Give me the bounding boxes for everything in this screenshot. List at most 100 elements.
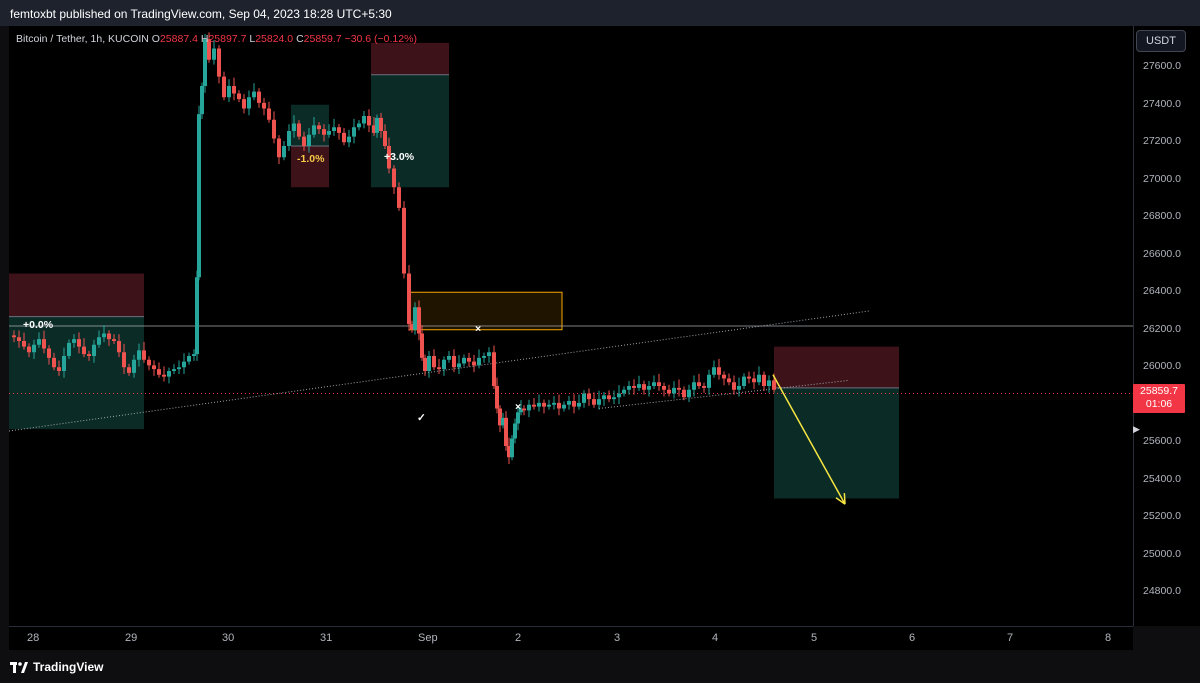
candle-body — [62, 356, 66, 371]
price-tick-label: 25600.0 — [1143, 435, 1181, 448]
candle-body — [177, 367, 181, 370]
time-tick-label: 3 — [614, 632, 621, 644]
candle-body — [272, 119, 276, 139]
candle-body — [762, 374, 766, 386]
candle-body — [567, 401, 571, 405]
candle-body — [387, 146, 391, 169]
open-value: 25887.4 — [159, 33, 198, 45]
time-tick-label: 2 — [515, 632, 522, 644]
candle-body — [52, 357, 56, 368]
candle-body — [417, 307, 421, 334]
high-label: H — [200, 33, 209, 45]
candle-body — [397, 187, 401, 208]
candle-body — [467, 357, 471, 362]
price-tick-label: 26200.0 — [1143, 322, 1181, 335]
candle-body — [742, 376, 746, 386]
tradingview-brand: TradingView — [33, 660, 104, 674]
candle-body — [522, 408, 526, 411]
candle-body — [212, 48, 216, 60]
annotation-check-mark: ✓ — [417, 412, 426, 424]
candle-body — [137, 350, 141, 360]
candle-body — [632, 386, 636, 388]
time-tick-label: 7 — [1007, 632, 1014, 644]
candle-body — [602, 395, 606, 400]
candle-body — [47, 348, 51, 358]
candle-body — [732, 382, 736, 390]
candle-body — [519, 408, 523, 413]
candle-body — [413, 307, 417, 330]
candle-body — [112, 339, 116, 341]
price-scale[interactable]: 27600.0 27400.0 27200.0 27000.0 26800.0 26600… — [1133, 26, 1200, 626]
candle-body — [217, 48, 221, 77]
candle-body — [667, 389, 671, 394]
price-tick-label: 26600.0 — [1143, 247, 1181, 260]
candle-body — [242, 99, 246, 109]
candle-body — [587, 393, 591, 400]
bar-countdown: 01:06 — [1145, 398, 1173, 410]
time-scale[interactable] — [9, 626, 1133, 651]
candle-body — [513, 423, 517, 439]
candle-body — [252, 91, 256, 98]
candle-body — [257, 91, 261, 103]
candle-body — [107, 333, 111, 340]
price-chart[interactable] — [8, 26, 1133, 626]
candle-body — [757, 374, 761, 383]
candle-body — [247, 97, 251, 109]
candle-body — [677, 387, 681, 390]
target-zone — [9, 316, 144, 430]
candle-body — [482, 356, 486, 358]
candle-body — [642, 384, 646, 390]
candle-body — [501, 417, 505, 426]
symbol-name: Bitcoin / Tether, 1h, KUCOIN — [16, 33, 149, 45]
high-value: 25897.7 — [208, 33, 247, 45]
price-tick-label: 27200.0 — [1143, 135, 1181, 148]
projection-arrowhead — [843, 493, 846, 505]
candle-body — [87, 354, 91, 356]
close-label: C — [296, 33, 304, 45]
time-tick-label: 4 — [712, 632, 719, 644]
price-tick-label: 26400.0 — [1143, 285, 1181, 298]
candle-body — [317, 125, 321, 130]
time-tick-label: 30 — [222, 632, 235, 644]
candle-body — [182, 361, 186, 368]
annotation-zero-pct: +0.0% — [23, 319, 54, 331]
candle-body — [552, 402, 556, 405]
candle-body — [222, 76, 226, 98]
annotation-x-mark: × — [475, 323, 482, 335]
target-zone — [774, 387, 899, 499]
candle-body — [607, 395, 611, 400]
projection-arrow — [772, 374, 846, 505]
candle-body — [27, 346, 31, 353]
candle-body — [167, 371, 171, 377]
candle-body — [432, 356, 436, 368]
supply-zone — [408, 291, 563, 331]
scroll-right-icon[interactable]: ▶ — [1133, 424, 1140, 434]
open-label: O — [151, 33, 160, 45]
candle-body — [542, 402, 546, 407]
chart-area[interactable] — [8, 26, 1133, 626]
candle-body — [407, 273, 411, 325]
candle-body — [410, 324, 414, 330]
candle-body — [337, 127, 341, 133]
price-tick-label: 26800.0 — [1143, 210, 1181, 223]
candle-body — [527, 404, 531, 411]
candle-body — [597, 399, 601, 405]
tradingview-logo[interactable]: TradingView — [10, 660, 103, 674]
candle-body — [707, 374, 711, 388]
candle-body — [457, 363, 461, 368]
price-tick-label: 25200.0 — [1143, 510, 1181, 523]
last-price-tag: 25859.7 01:06 — [1133, 384, 1185, 413]
candle-body — [322, 129, 326, 135]
candle-body — [662, 386, 666, 390]
price-tick-label: 27400.0 — [1143, 97, 1181, 110]
candle-body — [195, 277, 199, 355]
currency-button[interactable]: USDT — [1136, 30, 1186, 52]
stop-zone — [9, 273, 144, 317]
candle-body — [262, 102, 266, 109]
close-value: 25859.7 — [303, 33, 342, 45]
candle-body — [507, 446, 511, 458]
candle-body — [292, 123, 296, 131]
candle-body — [752, 378, 756, 383]
time-tick-label: 31 — [320, 632, 333, 644]
candle-body — [372, 125, 376, 133]
